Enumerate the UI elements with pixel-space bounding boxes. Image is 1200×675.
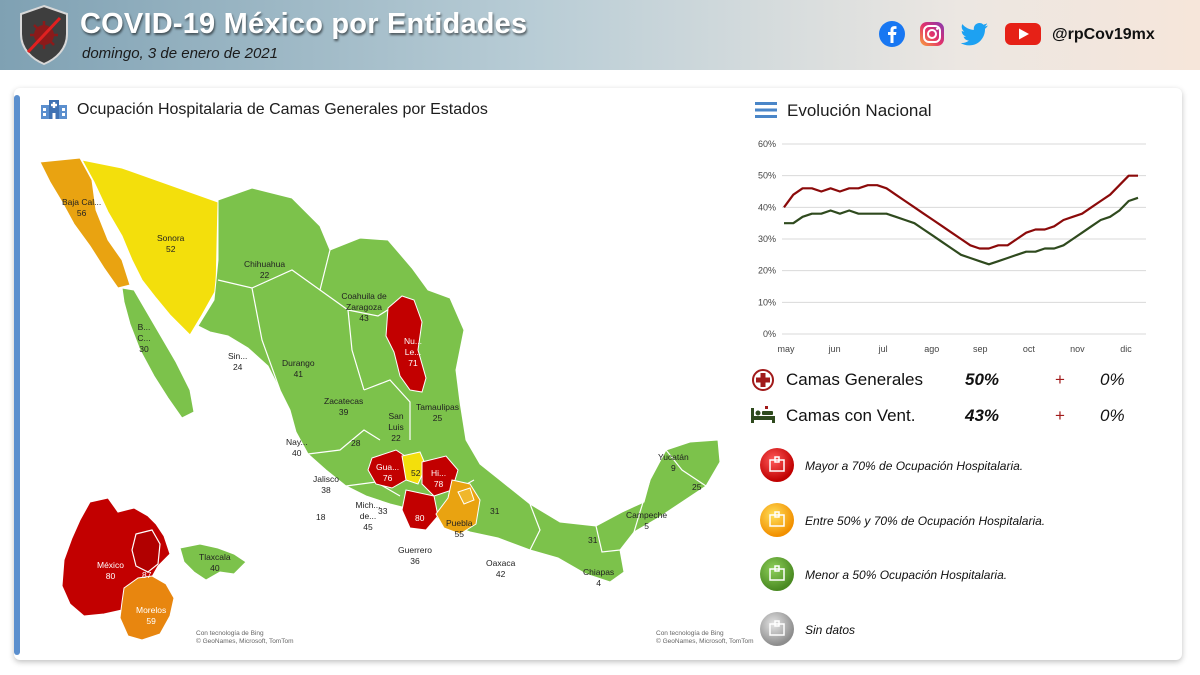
state-guanajuato xyxy=(367,449,409,489)
state-label: Jalisco 38 xyxy=(313,474,339,495)
ventilator-bed-icon xyxy=(751,406,775,423)
y-tick-label: 30% xyxy=(758,234,776,244)
map-title: Ocupación Hospitalaria de Camas Generale… xyxy=(77,101,488,118)
state-label: Chiapas 4 xyxy=(583,567,615,588)
beds-general-label: Camas Generales xyxy=(786,370,924,389)
state-label: 25 xyxy=(692,482,702,492)
state-tlaxcala-small xyxy=(457,487,475,505)
level-medium-icon xyxy=(760,503,794,537)
card-accent-bar xyxy=(14,95,20,655)
state-label: Sin... 24 xyxy=(228,351,248,372)
state-label: Nay... 40 xyxy=(286,437,308,458)
state-label: Nu... Le... 71 xyxy=(404,336,422,368)
state-baja-california xyxy=(39,157,131,289)
y-tick-label: 10% xyxy=(758,297,776,307)
y-tick-label: 50% xyxy=(758,171,776,181)
state-label: 31 xyxy=(588,535,598,545)
state-label: Durango 41 xyxy=(282,358,315,379)
x-tick-label: ago xyxy=(924,344,939,354)
youtube-icon[interactable] xyxy=(1004,20,1042,48)
mexico-state-map xyxy=(39,157,721,641)
beds-general-sign: + xyxy=(1055,370,1065,389)
beds-vent-value: 43% xyxy=(965,406,1000,425)
state-label: 33 xyxy=(378,506,388,516)
state-label: B... C... 30 xyxy=(137,322,151,354)
beds-general-delta: 0% xyxy=(1100,370,1125,389)
state-label: Sonora 52 xyxy=(157,233,185,254)
state-label: Hi... 78 xyxy=(431,468,447,489)
inset-label: México 80 xyxy=(97,560,124,581)
map-credit: Con tecnología de Bing © GeoNames, Micros… xyxy=(196,630,294,645)
state-north-central xyxy=(197,187,721,583)
series-line-1 xyxy=(784,196,1139,266)
state-label: Chihuahua 22 xyxy=(244,259,286,280)
header-banner xyxy=(0,0,1200,70)
y-tick-label: 60% xyxy=(758,139,776,149)
beds-vent-label: Camas con Vent. xyxy=(786,406,916,425)
state-label: 31 xyxy=(490,506,500,516)
beds-general-value: 50% xyxy=(965,370,1000,389)
state-label: Oaxaca 42 xyxy=(486,558,516,579)
y-tick-label: 0% xyxy=(763,329,776,339)
x-tick-label: jul xyxy=(878,344,888,354)
state-label: Campeche 5 xyxy=(626,510,668,531)
state-label: 80 xyxy=(415,513,425,523)
medical-cross-icon xyxy=(752,369,774,391)
state-label: Mich... de... 45 xyxy=(355,500,381,532)
state-nuevo-leon xyxy=(385,295,427,393)
page-title: COVID-19 México por Entidades xyxy=(80,8,528,40)
date-subtitle: domingo, 3 de enero de 2021 xyxy=(82,45,278,62)
instagram-icon[interactable] xyxy=(918,20,946,48)
inset-tlaxcala xyxy=(179,543,247,581)
state-label: Coahuila de Zaragoza 43 xyxy=(341,291,387,323)
state-label: Zacatecas 39 xyxy=(324,396,364,417)
level-nodata-text: Sin datos xyxy=(805,623,856,637)
level-nodata-icon xyxy=(760,612,794,646)
inset-label: Morelos 59 xyxy=(136,605,167,626)
y-tick-label: 20% xyxy=(758,266,776,276)
state-label: 28 xyxy=(351,438,361,448)
level-high-text: Mayor a 70% de Ocupación Hospitalaria. xyxy=(805,459,1024,473)
inset-morelos xyxy=(119,575,175,641)
x-tick-label: dic xyxy=(1120,344,1132,354)
state-label: Yucatán 9 xyxy=(658,452,689,473)
state-mexico xyxy=(401,489,439,531)
level-high-icon xyxy=(760,448,794,482)
level-low-text: Menor a 50% Ocupación Hospitalaria. xyxy=(805,568,1008,582)
evolution-title: Evolución Nacional xyxy=(787,101,932,120)
state-label: Guerrero 36 xyxy=(398,545,433,566)
y-tick-label: 40% xyxy=(758,202,776,212)
menu-icon xyxy=(755,102,777,118)
virus-shield-logo-icon xyxy=(20,4,68,66)
state-label: 18 xyxy=(316,512,326,522)
x-tick-label: nov xyxy=(1070,344,1085,354)
state-label: San Luis 22 xyxy=(388,411,404,443)
state-label: Gua... 76 xyxy=(376,462,400,483)
inset-label: 87 xyxy=(142,570,152,580)
state-label: 52 xyxy=(411,468,421,478)
x-tick-label: may xyxy=(777,344,795,354)
twitter-icon[interactable] xyxy=(958,20,990,48)
inset-label: Tlaxcala 40 xyxy=(199,552,231,573)
x-tick-label: sep xyxy=(973,344,988,354)
level-low-icon xyxy=(760,557,794,591)
series-line-0 xyxy=(783,174,1138,250)
state-baja-california-sur xyxy=(121,287,195,419)
beds-vent-delta: 0% xyxy=(1100,406,1125,425)
state-label: Baja Cal... 56 xyxy=(62,197,102,218)
map-credit: Con tecnología de Bing © GeoNames, Micros… xyxy=(656,630,754,645)
x-tick-label: jun xyxy=(828,344,841,354)
inset-cdmx xyxy=(131,529,161,573)
state-label: Tamaulipas 25 xyxy=(416,402,459,423)
hospital-icon xyxy=(41,100,67,119)
national-evolution-chart: 0% 10% 20% 30% 40% 50% 60% may jun jul ago sep oct no… xyxy=(758,139,1146,354)
beds-vent-sign: + xyxy=(1055,406,1065,425)
facebook-icon[interactable] xyxy=(878,20,906,48)
x-tick-label: oct xyxy=(1023,344,1036,354)
level-medium-text: Entre 50% y 70% de Ocupación Hospitalari… xyxy=(805,514,1046,528)
social-handle[interactable]: @rpCov19mx xyxy=(1052,26,1155,43)
state-label: Puebla 55 xyxy=(446,518,473,539)
